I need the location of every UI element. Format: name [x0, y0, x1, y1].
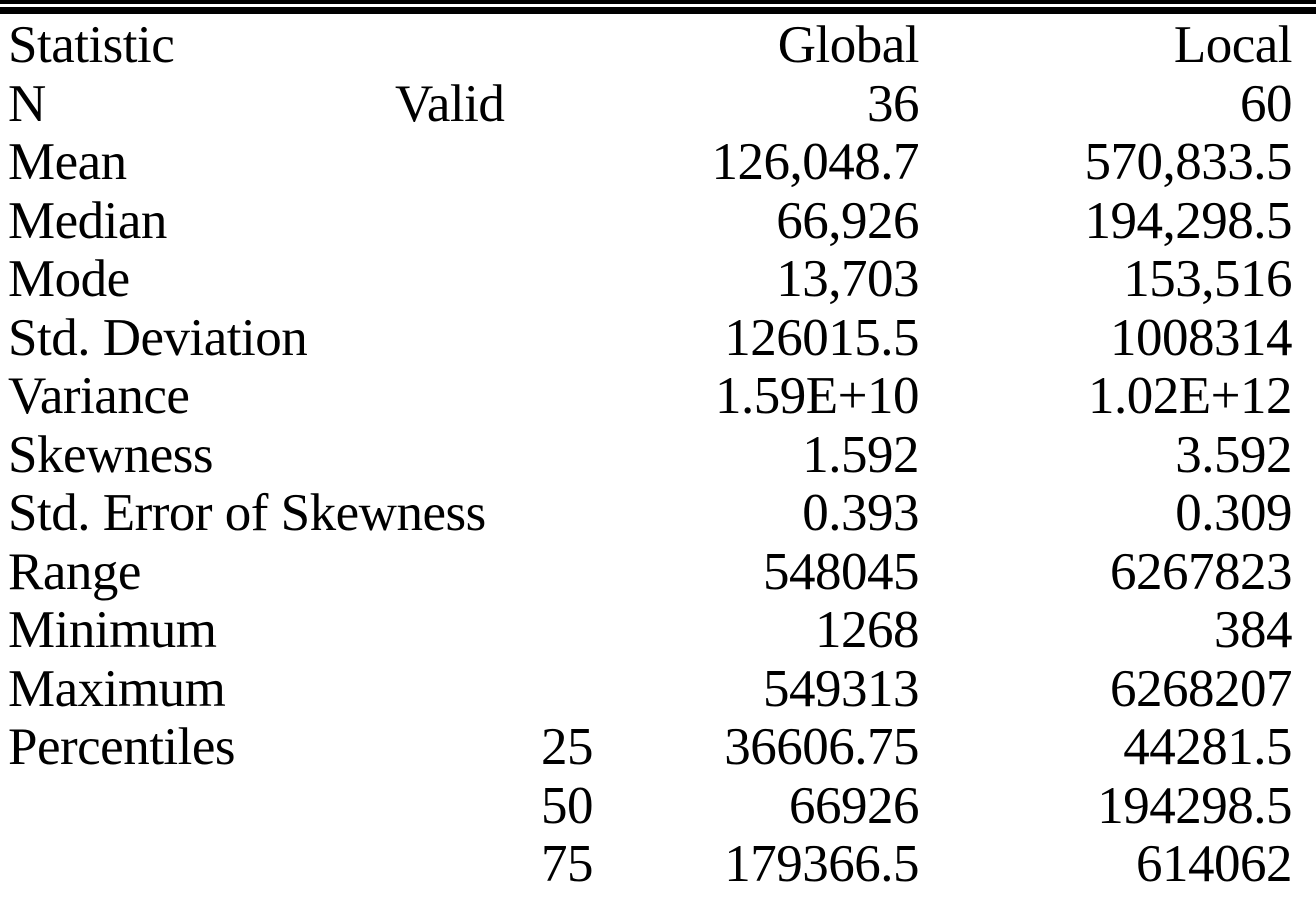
cell-sub	[395, 484, 593, 543]
table-row-maximum: Maximum 549313 6268207	[0, 659, 1293, 719]
cell-global: 36606.75	[724, 718, 919, 776]
cell-global: 66926	[789, 776, 920, 835]
cell-local: 570,833.5	[1084, 133, 1293, 191]
cell-sub: 25	[541, 718, 594, 776]
cell-label: Std. Error of Skewness	[8, 484, 486, 542]
table-row-skewness: Skewness 1.592 3.592	[0, 425, 1293, 485]
cell-global: 548045	[763, 542, 920, 601]
cell-local: 194,298.5	[1084, 191, 1293, 250]
cell-global: 126,048.7	[711, 133, 920, 191]
cell-global: 179366.5	[724, 835, 919, 893]
table-row-percentile-25: Percentiles 25 36606.75 44281.5	[0, 718, 1293, 777]
table-row-std-error-skewness: Std. Error of Skewness 0.393 0.309	[0, 484, 1293, 543]
cell-sub	[395, 426, 593, 485]
column-header-statistic: Statistic	[8, 16, 175, 74]
cell-label: Maximum	[8, 659, 226, 718]
cell-sub	[395, 250, 593, 309]
cell-global: 13,703	[776, 250, 919, 308]
table-body: Statistic Global Local N Valid 36 60 Mea…	[0, 14, 1316, 894]
column-header-sub	[395, 16, 593, 75]
cell-local: 384	[1214, 601, 1293, 659]
cell-local: 60	[1240, 74, 1293, 133]
table-row-mode: Mode 13,703 153,516	[0, 250, 1293, 309]
cell-sub	[395, 367, 593, 426]
cell-label: Range	[8, 542, 141, 601]
cell-local: 1.02E+12	[1087, 367, 1293, 425]
cell-global: 126015.5	[724, 308, 919, 367]
cell-global: 36	[867, 74, 920, 133]
table-row-median: Median 66,926 194,298.5	[0, 191, 1293, 251]
cell-global: 1268	[815, 601, 920, 659]
table-top-rule-thick	[0, 7, 1316, 14]
table-header-row: Statistic Global Local	[0, 16, 1293, 75]
cell-label: N	[8, 74, 46, 133]
cell-label: Skewness	[8, 425, 214, 484]
cell-global: 66,926	[776, 191, 919, 250]
cell-label	[0, 835, 395, 894]
cell-local: 3.592	[1175, 425, 1292, 484]
cell-label: Minimum	[8, 601, 217, 659]
cell-local: 44281.5	[1123, 718, 1292, 776]
cell-local: 6267823	[1110, 542, 1293, 601]
table-row-std-deviation: Std. Deviation 126015.5 1008314	[0, 308, 1293, 368]
cell-label: Mode	[8, 250, 130, 308]
cell-label	[0, 777, 395, 836]
cell-sub	[395, 601, 593, 660]
cell-sub: Valid	[395, 74, 505, 133]
table-row-range: Range 548045 6267823	[0, 542, 1293, 602]
cell-global: 0.393	[802, 484, 919, 542]
cell-sub	[395, 192, 593, 251]
cell-sub	[395, 133, 593, 192]
cell-local: 153,516	[1123, 250, 1292, 308]
cell-local: 194298.5	[1097, 776, 1292, 835]
table-top-rule-thin	[0, 0, 1316, 4]
cell-label: Variance	[8, 367, 190, 425]
cell-global: 1.59E+10	[714, 367, 920, 425]
cell-local: 614062	[1136, 835, 1293, 893]
table-row-percentile-50: 50 66926 194298.5	[0, 776, 1293, 836]
cell-sub	[395, 660, 593, 719]
table-row-percentile-75: 75 179366.5 614062	[0, 835, 1293, 894]
table-row-mean: Mean 126,048.7 570,833.5	[0, 133, 1293, 192]
cell-local: 6268207	[1110, 659, 1293, 718]
table-row-n: N Valid 36 60	[0, 74, 1293, 134]
cell-sub	[395, 543, 593, 602]
column-header-local: Local	[1173, 16, 1293, 74]
cell-local: 1008314	[1110, 308, 1293, 367]
cell-label: Std. Deviation	[8, 308, 308, 367]
cell-sub: 75	[541, 835, 594, 893]
table-row-variance: Variance 1.59E+10 1.02E+12	[0, 367, 1293, 426]
cell-sub	[395, 309, 593, 368]
cell-label: Mean	[8, 133, 127, 191]
cell-local: 0.309	[1175, 484, 1292, 542]
column-header-global: Global	[777, 16, 920, 74]
cell-global: 1.592	[802, 425, 919, 484]
cell-sub: 50	[541, 776, 594, 835]
table-row-minimum: Minimum 1268 384	[0, 601, 1293, 660]
cell-label: Median	[8, 191, 167, 250]
cell-global: 549313	[763, 659, 920, 718]
cell-label: Percentiles	[8, 718, 236, 776]
